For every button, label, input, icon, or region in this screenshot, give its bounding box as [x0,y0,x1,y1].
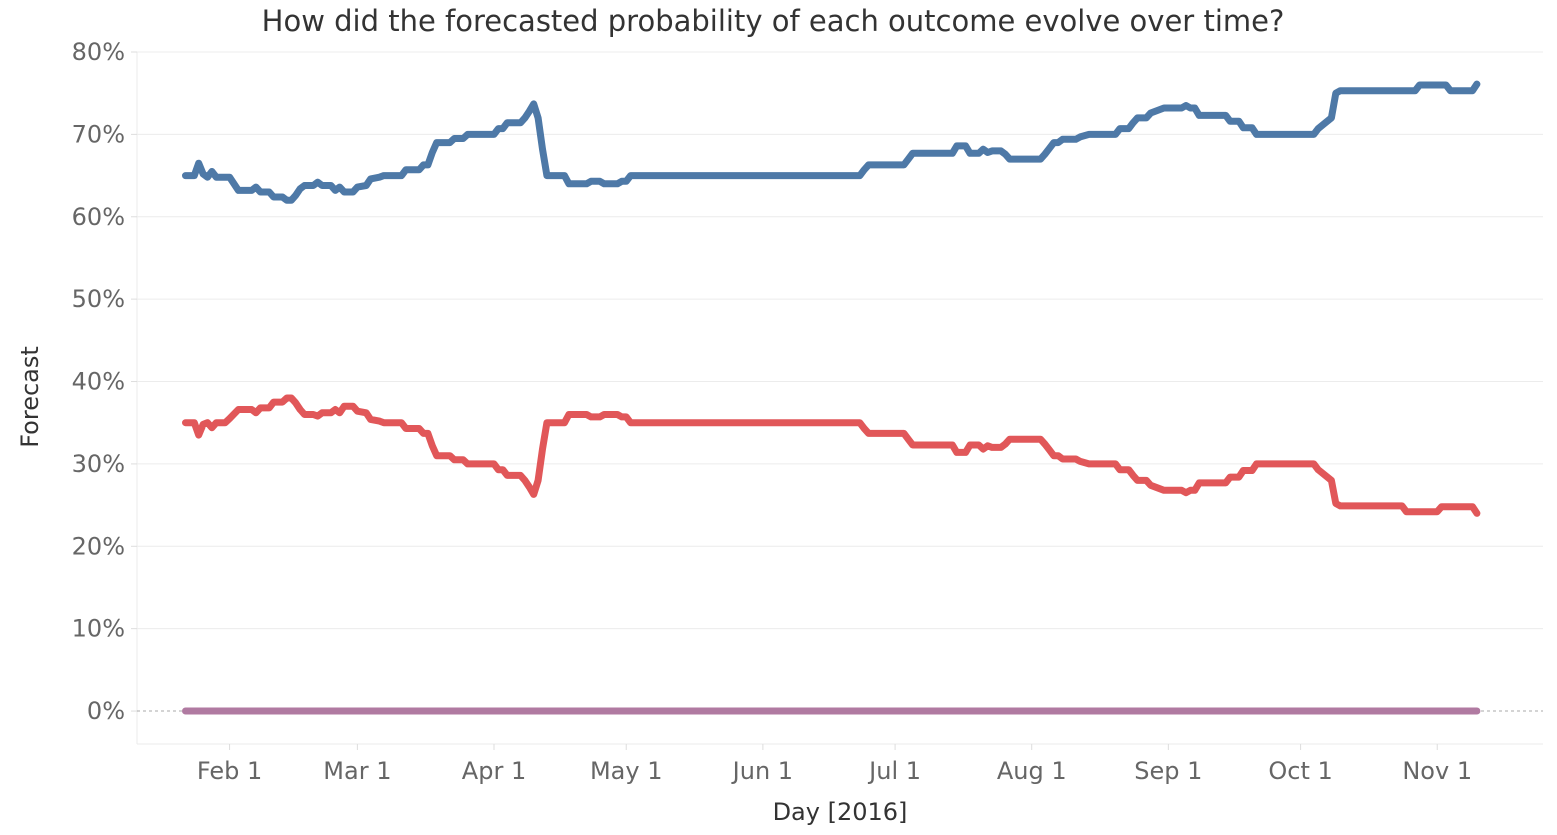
chart-title: How did the forecasted probability of ea… [262,4,1285,38]
x-tick-label: Aug 1 [997,757,1067,785]
y-tick-label: 70% [72,120,125,148]
y-tick-label: 80% [72,38,125,66]
y-tick-label: 20% [72,532,125,560]
series-line-1 [182,80,1481,204]
x-tick-label: Feb 1 [197,757,262,785]
series-line-2 [182,394,1481,517]
x-tick-label: Apr 1 [462,757,526,785]
y-tick-label: 10% [72,615,125,643]
x-tick-label: Nov 1 [1402,757,1472,785]
y-tick-label: 50% [72,285,125,313]
y-axis: 0% 10% 20% 30% 40% 50% 60% 70% 80% [72,38,137,725]
y-tick-label: 40% [72,368,125,396]
x-tick-label: May 1 [590,757,663,785]
x-tick-label: Jul 1 [867,757,921,785]
y-tick-label: 0% [87,697,125,725]
gridlines [136,51,1543,745]
y-axis-title: Forecast [16,346,44,448]
x-axis: Feb 1 Mar 1 Apr 1 May 1 Jun 1 Jul 1 Aug 1 Sep 1… [197,744,1472,785]
y-tick-label: 60% [72,203,125,231]
x-tick-label: Jun 1 [731,757,793,785]
x-tick-label: Mar 1 [323,757,391,785]
y-tick-label: 30% [72,450,125,478]
x-tick-label: Oct 1 [1268,757,1332,785]
series-lines [182,80,1481,715]
x-tick-label: Sep 1 [1134,757,1202,785]
x-axis-title: Day [2016] [773,798,908,826]
